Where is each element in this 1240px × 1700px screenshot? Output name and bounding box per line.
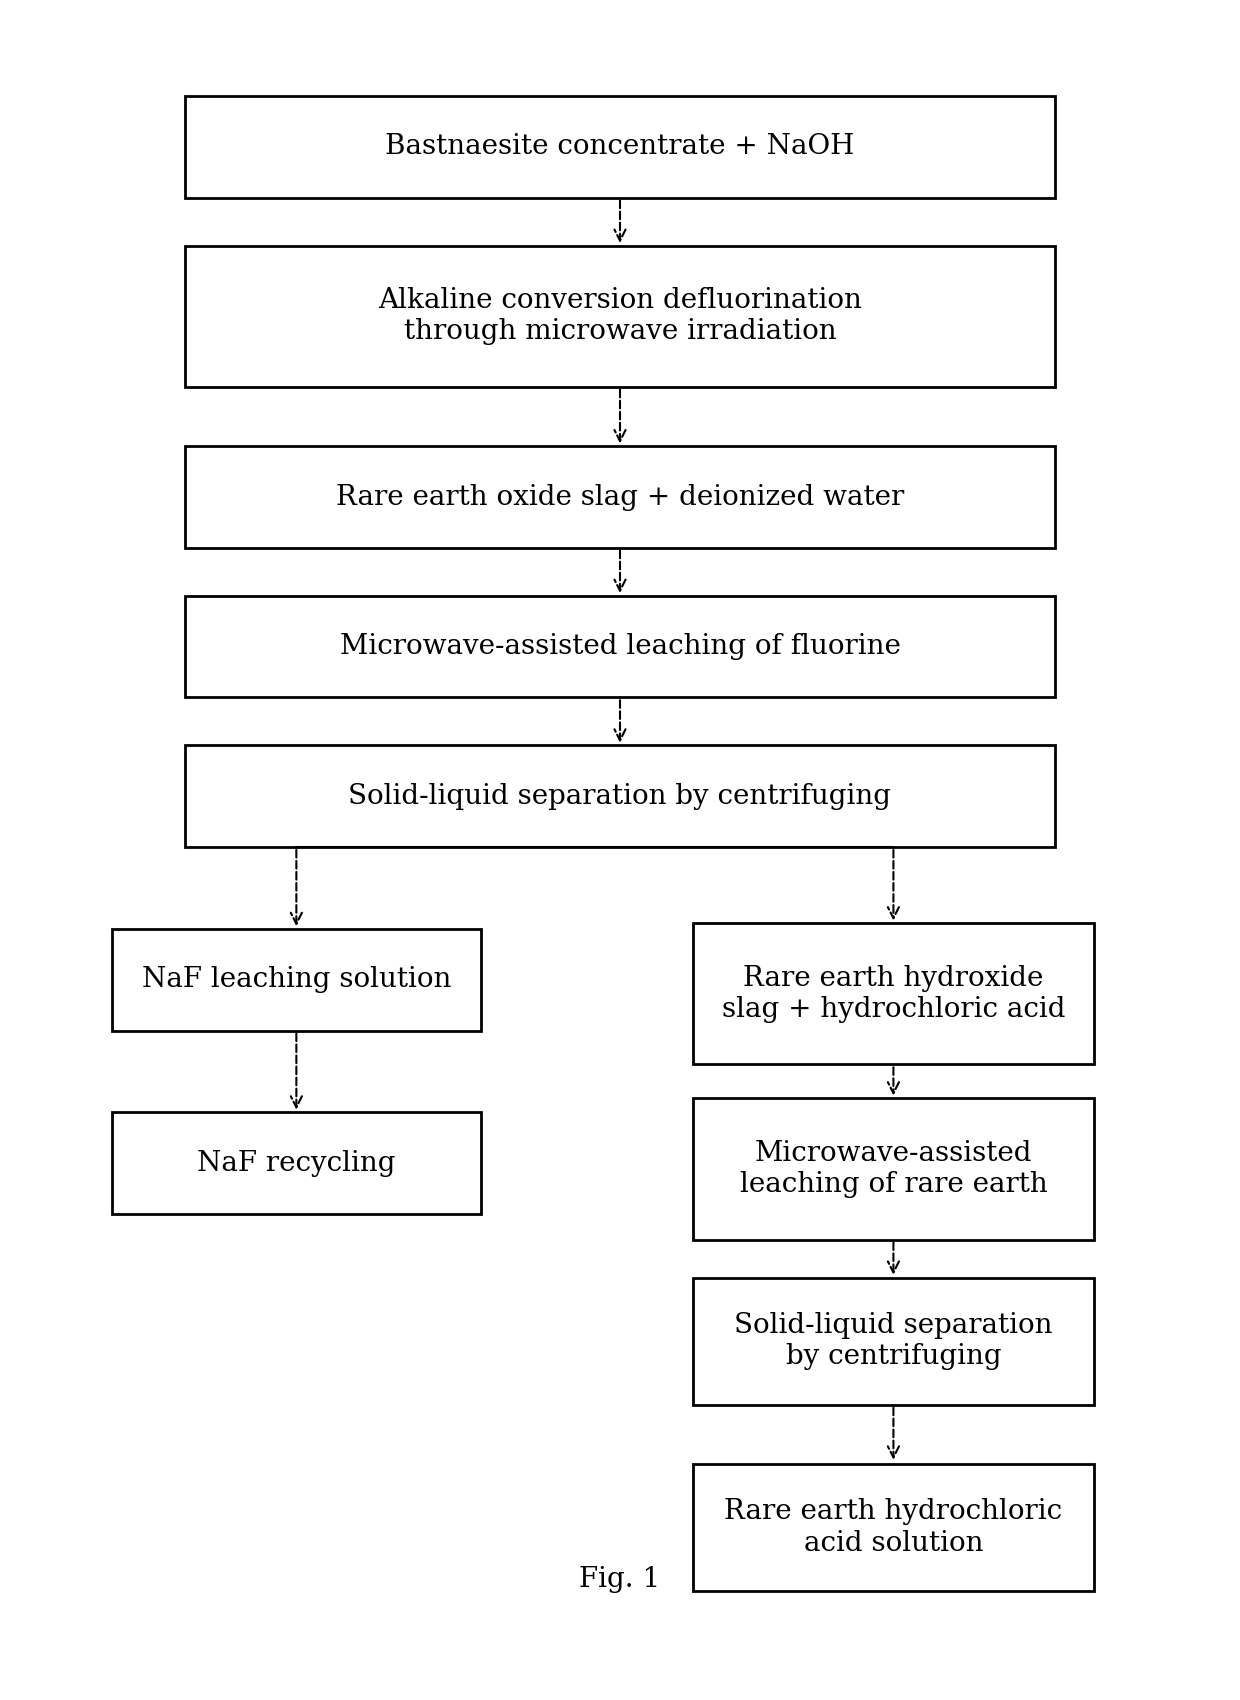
- Bar: [692, 1278, 1094, 1404]
- Text: Rare earth oxide slag + deionized water: Rare earth oxide slag + deionized water: [336, 483, 904, 510]
- Text: Fig. 1: Fig. 1: [579, 1566, 661, 1593]
- Text: Alkaline conversion defluorination
through microwave irradiation: Alkaline conversion defluorination throu…: [378, 287, 862, 345]
- Bar: [112, 1112, 481, 1214]
- Text: Rare earth hydrochloric
acid solution: Rare earth hydrochloric acid solution: [724, 1498, 1063, 1557]
- Bar: [185, 445, 1055, 547]
- Bar: [692, 923, 1094, 1064]
- Bar: [185, 97, 1055, 197]
- Bar: [112, 928, 481, 1030]
- Text: Solid-liquid separation
by centrifuging: Solid-liquid separation by centrifuging: [734, 1312, 1053, 1370]
- Text: Rare earth hydroxide
slag + hydrochloric acid: Rare earth hydroxide slag + hydrochloric…: [722, 966, 1065, 1023]
- Bar: [185, 595, 1055, 697]
- Text: Microwave-assisted
leaching of rare earth: Microwave-assisted leaching of rare eart…: [739, 1139, 1048, 1198]
- Bar: [185, 745, 1055, 847]
- Text: Bastnaesite concentrate + NaOH: Bastnaesite concentrate + NaOH: [386, 133, 854, 160]
- Text: Microwave-assisted leaching of fluorine: Microwave-assisted leaching of fluorine: [340, 632, 900, 660]
- Text: Solid-liquid separation by centrifuging: Solid-liquid separation by centrifuging: [348, 782, 892, 809]
- Text: NaF leaching solution: NaF leaching solution: [141, 966, 451, 993]
- Text: NaF recycling: NaF recycling: [197, 1149, 396, 1176]
- Bar: [692, 1464, 1094, 1591]
- Bar: [185, 246, 1055, 388]
- Bar: [692, 1098, 1094, 1239]
